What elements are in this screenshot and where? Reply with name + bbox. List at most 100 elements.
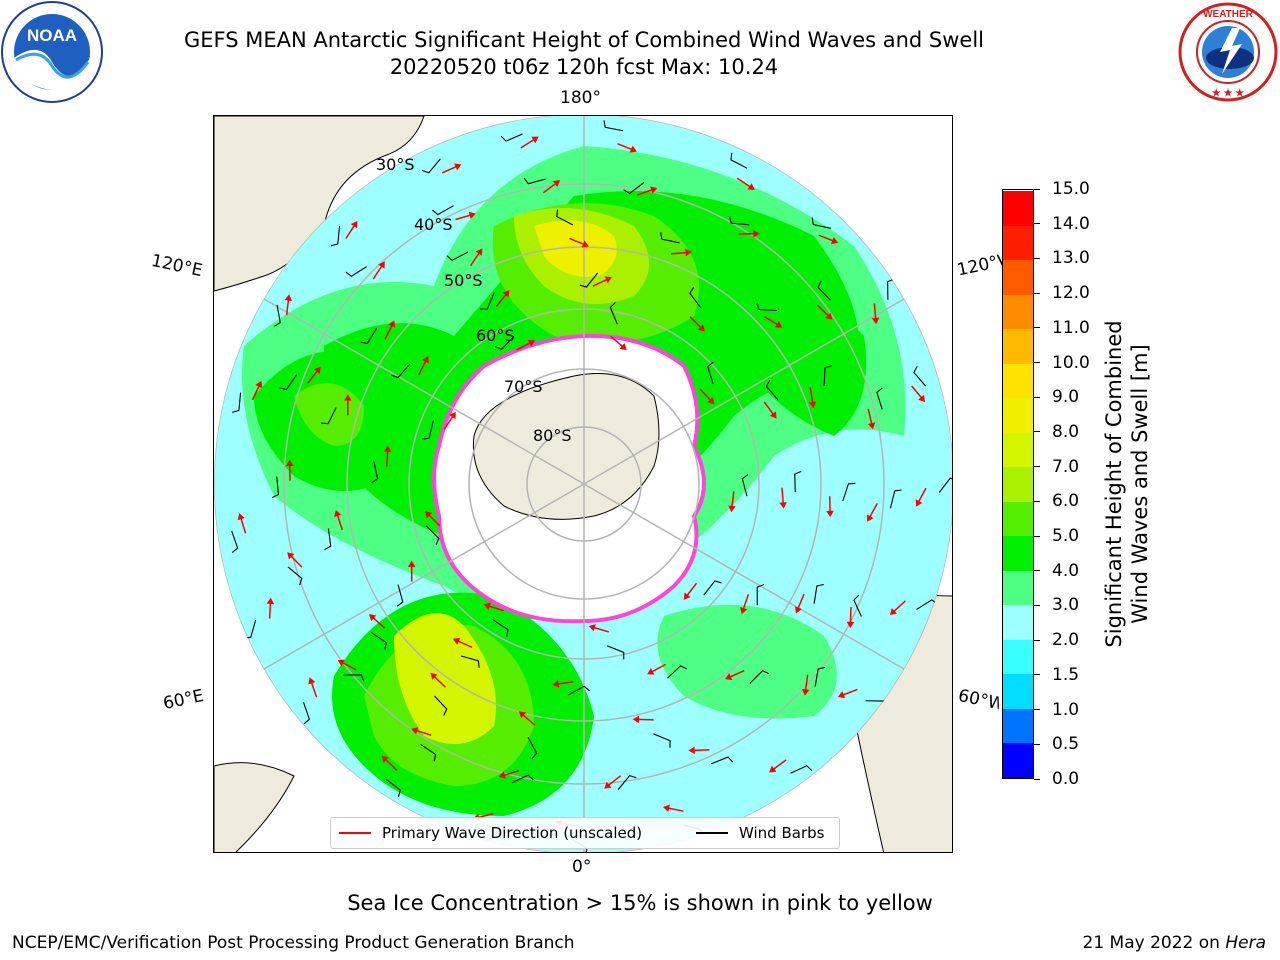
colorbar-tick-label: 11.0 <box>1052 317 1090 338</box>
wind-barb <box>823 365 832 387</box>
wave-direction-arrow <box>495 293 507 307</box>
wave-direction-vectors <box>237 136 927 827</box>
map-title: GEFS MEAN Antarctic Significant Height o… <box>183 28 985 52</box>
wind-barb <box>460 655 480 668</box>
wind-barb <box>756 302 777 312</box>
wind-barb <box>302 702 311 725</box>
svg-text:NOAA: NOAA <box>27 26 77 45</box>
africa-landmass <box>214 762 295 852</box>
date-text: 21 May 2022 on <box>1082 933 1220 953</box>
wave-direction-arrowhead <box>769 765 777 773</box>
colorbar-segment <box>1003 673 1033 709</box>
wind-barb <box>794 470 802 493</box>
wind-barb <box>422 158 441 174</box>
colorbar-tick-label: 13.0 <box>1052 248 1090 269</box>
wave-direction-arrow <box>868 503 879 518</box>
colorbar-segment <box>1003 397 1033 433</box>
wave-direction-arrowhead <box>308 677 316 685</box>
lon-label-120e: 120°E <box>149 250 205 282</box>
wave-direction-arrowhead <box>527 339 535 347</box>
wind-barb <box>511 774 534 784</box>
wave-direction-arrowhead <box>454 163 462 171</box>
colorbar-segment <box>1003 570 1033 606</box>
wave-direction-arrow <box>341 661 357 671</box>
wave-direction-arrowhead <box>344 394 352 401</box>
colorbar-segment <box>1003 708 1033 744</box>
colorbar-tick-label: 6.0 <box>1052 491 1080 512</box>
wave-direction-arrowhead <box>707 397 715 405</box>
wave-direction-arrow <box>384 758 398 771</box>
wave-direction-arrowhead <box>866 514 874 522</box>
wave-direction-arrowhead <box>846 621 855 629</box>
wave-direction-arrow <box>418 360 427 376</box>
wind-barb <box>579 272 599 288</box>
wave-direction-arrowhead <box>475 248 483 256</box>
wind-barb <box>653 733 671 748</box>
noaa-logo: NOAA <box>1 1 103 103</box>
wave-direction-arrowhead <box>889 608 897 616</box>
wave-direction-arrowhead <box>619 343 627 351</box>
nws-logo: WEATHER ★ ★ ★ <box>1178 2 1278 102</box>
wave-direction-arrow <box>251 385 261 401</box>
wave-direction-arrowhead <box>697 324 705 332</box>
colorbar-tick-label: 1.5 <box>1052 664 1080 685</box>
wave-direction-arrowhead <box>518 711 527 719</box>
wave-direction-arrow <box>428 514 441 527</box>
wind-barb <box>287 566 303 586</box>
host-text: Hera <box>1225 933 1266 953</box>
wind-barb <box>660 232 680 244</box>
wave-direction-arrow <box>772 759 787 771</box>
wave-direction-arrow <box>384 324 393 340</box>
wave-direction-arrowhead <box>369 614 377 622</box>
wind-barb <box>790 765 813 774</box>
colorbar-tick-label: 0.5 <box>1052 734 1080 755</box>
colorbar-tick <box>1034 570 1040 572</box>
colorbar-tick <box>1034 674 1040 676</box>
wind-barb <box>360 327 378 345</box>
wind-barbs <box>231 120 952 852</box>
wind-barb <box>279 374 298 391</box>
wave-direction-arrowhead <box>287 552 295 560</box>
colorbar-tick-label: 4.0 <box>1052 560 1080 581</box>
map-legend: Primary Wave Direction (unscaled) Wind B… <box>330 817 840 849</box>
wave-direction-arrow <box>742 594 750 610</box>
colorbar-tick <box>1034 778 1040 780</box>
wind-barb <box>324 528 332 551</box>
colorbar-segment <box>1003 639 1033 675</box>
wind-barb <box>876 387 883 410</box>
wave-direction-arrowhead <box>650 186 658 194</box>
colorbar-tick <box>1034 639 1040 641</box>
wave-direction-arrowhead <box>831 237 839 245</box>
wave-direction-arrow <box>731 491 735 508</box>
colorbar-label: Significant Height of Combined Wind Wave… <box>1101 320 1153 647</box>
colorbar-segment <box>1003 259 1033 295</box>
wind-barb <box>813 583 824 604</box>
wind-barb <box>371 461 379 484</box>
wind-barb <box>853 594 862 617</box>
wind-barb <box>913 366 927 387</box>
wave-direction-arrow <box>290 555 303 568</box>
wave-direction-arrow <box>557 680 574 685</box>
credit-text: NCEP/EMC/Verification Post Processing Pr… <box>12 933 575 953</box>
wind-barb <box>232 392 242 413</box>
wave-direction-arrow <box>240 517 247 534</box>
wave-direction-arrow <box>542 182 557 194</box>
wave-direction-arrow <box>781 487 784 504</box>
wind-barb <box>343 674 365 682</box>
wave-direction-arrow <box>689 316 702 329</box>
colorbar-tick-label: 2.0 <box>1052 630 1080 651</box>
wave-direction-arrowhead <box>383 445 392 453</box>
wind-barb <box>765 379 779 401</box>
wave-direction-arrowhead <box>740 606 748 615</box>
wind-barb <box>391 363 411 379</box>
lon-label-0: 0° <box>572 857 592 877</box>
wind-barb <box>728 216 750 226</box>
svg-text:★ ★ ★: ★ ★ ★ <box>1212 88 1244 99</box>
wave-direction-arrowhead <box>753 230 760 238</box>
lon-label-60w: 60°W <box>956 685 1002 715</box>
wave-direction-arrowhead <box>871 317 880 325</box>
wind-barb <box>494 335 515 350</box>
colorbar-tick-label: 1.0 <box>1052 699 1080 720</box>
wave-direction-arrow <box>911 385 923 399</box>
colorbar-tick-label: 7.0 <box>1052 456 1080 477</box>
